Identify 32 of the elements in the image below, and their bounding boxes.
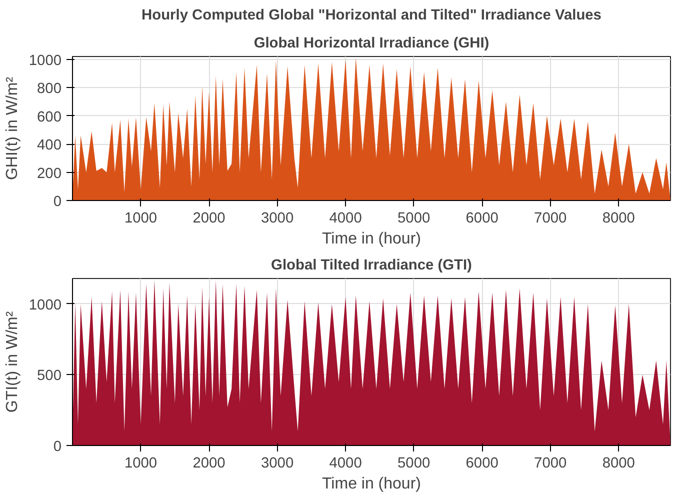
x-tick-label: 3000 (260, 456, 294, 472)
y-tick-label: 600 (37, 109, 62, 126)
y-tick-label: 400 (37, 138, 62, 154)
y-tick-label: 0 (53, 194, 62, 210)
chart-title: Global Tilted Irradiance (GTI) (271, 258, 472, 274)
x-tick-label: 5000 (398, 210, 430, 226)
y-tick-label: 800 (37, 81, 62, 98)
x-tick-label: 2000 (192, 456, 226, 472)
x-tick-label: 7000 (534, 210, 567, 226)
x-tick-label: 1000 (124, 210, 158, 226)
x-axis-title: Time in (hour) (322, 230, 421, 248)
x-tick-label: 6000 (466, 210, 498, 226)
y-tick-label: 1000 (28, 297, 62, 314)
x-tick-label: 1000 (124, 456, 158, 472)
x-tick-label: 4000 (329, 210, 362, 226)
chart-subtitle: Global Horizontal Irradiance (GHI) (254, 36, 490, 52)
y-tick-label: 0 (53, 439, 62, 455)
x-tick-label: 4000 (329, 456, 362, 472)
x-tick-label: 2000 (192, 210, 226, 226)
x-tick-label: 7000 (534, 456, 567, 472)
y-axis-title: GHI(t) in W/m² (4, 76, 21, 180)
x-tick-label: 8000 (602, 210, 635, 226)
y-axis-title: GTI(t) in W/m² (4, 310, 21, 413)
chart-title: Hourly Computed Global "Horizontal and Tilted" Irradiance Values (142, 8, 602, 24)
x-tick-label: 6000 (466, 456, 498, 472)
y-tick-label: 200 (37, 166, 62, 182)
y-tick-label: 1000 (28, 52, 62, 69)
y-tick-label: 500 (37, 368, 62, 384)
x-tick-label: 5000 (398, 456, 430, 472)
x-tick-label: 8000 (602, 456, 635, 472)
x-axis-title: Time in (hour) (322, 476, 421, 492)
x-tick-label: 3000 (260, 210, 294, 226)
